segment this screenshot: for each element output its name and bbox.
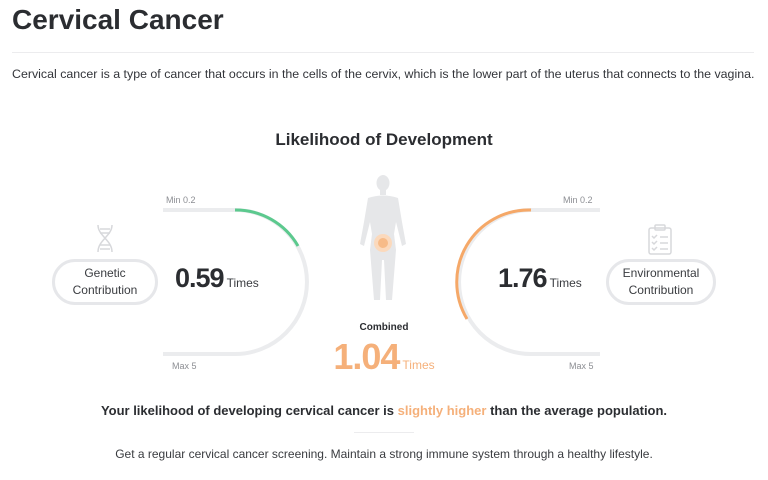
description: Cervical cancer is a type of cancer that… (12, 67, 755, 81)
genetic-value: 0.59 Times (175, 263, 259, 294)
genetic-max-label: Max 5 (172, 361, 197, 371)
likelihood-verdict: Your likelihood of developing cervical c… (0, 403, 768, 418)
environmental-label-line2: Contribution (628, 283, 694, 297)
clipboard-checklist-icon (648, 224, 672, 255)
environmental-value-unit: Times (549, 276, 582, 290)
genetic-contribution-label: Genetic Contribution (52, 259, 158, 305)
verdict-prefix: Your likelihood of developing cervical c… (100, 403, 398, 418)
combined-value-number: 1.04 (333, 336, 400, 377)
genetic-min-label: Min 0.2 (166, 195, 196, 205)
environmental-label-line1: Environmental (622, 266, 700, 280)
genetic-label-line1: Genetic (84, 266, 126, 280)
verdict-highlight: slightly higher (397, 403, 487, 418)
combined-value-unit: Times (402, 358, 435, 372)
genetic-value-number: 0.59 (175, 263, 225, 293)
combined-value: 1.04 Times (0, 336, 768, 378)
divider (354, 432, 414, 433)
genetic-gauge-progress (234, 208, 300, 247)
page-title: Cervical Cancer (12, 4, 224, 35)
environmental-min-label: Min 0.2 (563, 195, 593, 205)
divider (12, 52, 754, 53)
section-title: Likelihood of Development (275, 130, 493, 149)
environmental-max-label: Max 5 (569, 361, 594, 371)
environmental-gauge-progress (455, 208, 532, 320)
verdict-suffix: than the average population. (486, 403, 668, 418)
body-figure-icon (360, 175, 406, 300)
combined-label: Combined (359, 322, 409, 333)
environmental-value: 1.76 Times (498, 263, 582, 294)
environmental-contribution-label: Environmental Contribution (606, 259, 716, 305)
environmental-value-number: 1.76 (498, 263, 548, 293)
genetic-label-line2: Contribution (72, 283, 138, 297)
advice-text: Get a regular cervical cancer screening.… (115, 447, 653, 461)
dna-icon (97, 224, 113, 253)
genetic-value-unit: Times (226, 276, 259, 290)
